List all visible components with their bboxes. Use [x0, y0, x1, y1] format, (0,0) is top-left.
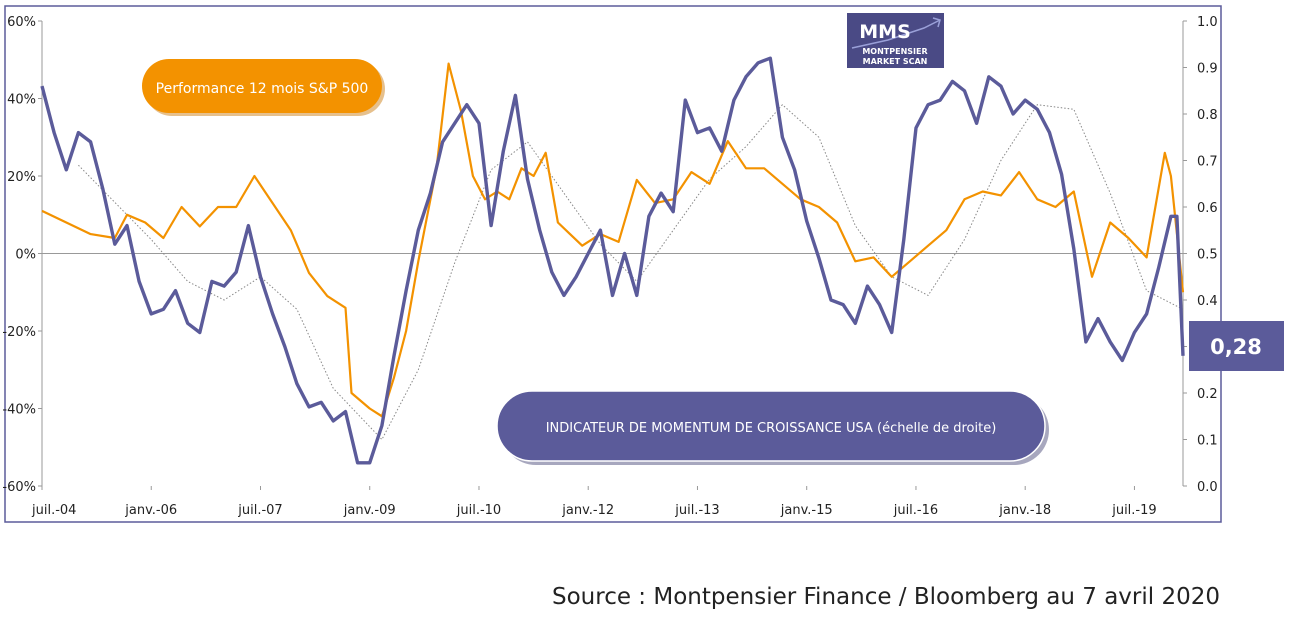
mms-logo-line2: MARKET SCAN [863, 57, 928, 66]
left-tick-label: 0% [15, 248, 36, 263]
source-note: Source : Montpensier Finance / Bloomberg… [552, 584, 1220, 610]
right-tick-label: 0.8 [1197, 108, 1218, 123]
sp500-pill-label: Performance 12 mois S&P 500 [156, 81, 369, 97]
x-tick-label: juil.-10 [456, 503, 501, 518]
right-tick-label: 0.6 [1197, 201, 1218, 216]
mms-logo-title: MMS [859, 21, 911, 43]
sp500-pill [142, 59, 382, 113]
left-tick-label: 60% [7, 15, 36, 30]
right-tick-label: 0.2 [1197, 387, 1218, 402]
x-tick-label: janv.-18 [998, 503, 1051, 518]
mms-logo-arrow [851, 19, 941, 49]
right-tick-label: 0.9 [1197, 62, 1218, 77]
right-tick-label: 1.0 [1197, 15, 1218, 30]
current-value-label: 0,28 [1210, 335, 1262, 359]
x-tick-label: juil.-16 [893, 503, 938, 518]
momentum-line [40, 56, 1185, 465]
x-tick-label: janv.-15 [780, 503, 833, 518]
x-tick-label: juil.-04 [31, 503, 76, 518]
momentum-pill [496, 390, 1046, 462]
right-tick-label: 0.7 [1197, 155, 1218, 170]
x-tick-label: janv.-09 [343, 503, 396, 518]
right-tick-label: 0.1 [1197, 434, 1218, 449]
x-tick-label: janv.-12 [561, 503, 614, 518]
x-tick-label: juil.-13 [674, 503, 719, 518]
left-tick-label: 20% [7, 170, 36, 185]
left-tick-label: 40% [7, 93, 36, 108]
right-tick-label: 0.4 [1197, 294, 1218, 309]
sp500-line [41, 62, 1185, 418]
left-tick-label: -60% [2, 480, 36, 495]
current-value-box [1189, 321, 1284, 371]
x-tick-label: juil.-19 [1111, 503, 1156, 518]
right-tick-label: 0.0 [1197, 480, 1218, 495]
moving-average-line [78, 103, 1184, 441]
left-tick-label: -40% [2, 403, 36, 418]
mms-logo-line1: MONTPENSIER [862, 47, 927, 56]
momentum-pill-label: INDICATEUR DE MOMENTUM DE CROISSANCE USA… [546, 421, 997, 436]
mms-logo [847, 13, 944, 68]
right-tick-label: 0.5 [1197, 248, 1218, 263]
left-tick-label: -20% [2, 325, 36, 340]
x-tick-label: janv.-06 [124, 503, 177, 518]
x-tick-label: juil.-07 [237, 503, 282, 518]
mms-logo-arrowhead [932, 17, 941, 28]
